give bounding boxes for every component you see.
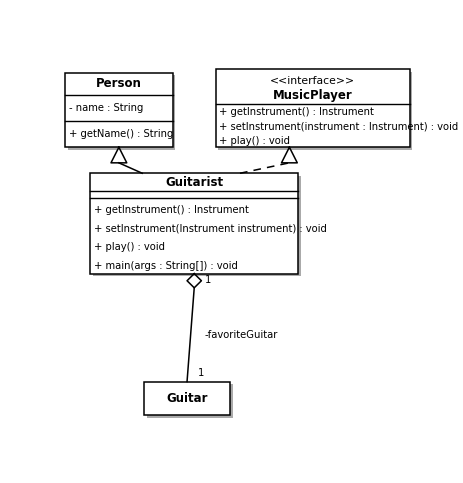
- Bar: [65, 73, 173, 147]
- Bar: [218, 71, 412, 150]
- Text: <<interface>>: <<interface>>: [270, 76, 355, 85]
- Bar: [68, 75, 175, 150]
- Bar: [93, 176, 301, 276]
- Text: + play() : void: + play() : void: [94, 242, 165, 252]
- Text: 1: 1: [198, 368, 204, 378]
- Text: Guitar: Guitar: [166, 392, 208, 405]
- Bar: [144, 382, 230, 415]
- Text: Guitarist: Guitarist: [165, 176, 223, 189]
- Text: + setInstrument(instrument : Instrument) : void: + setInstrument(instrument : Instrument)…: [219, 121, 458, 131]
- Text: -favoriteGuitar: -favoriteGuitar: [205, 330, 278, 340]
- Text: Person: Person: [96, 77, 142, 90]
- Text: + setInstrument(Instrument instrument) : void: + setInstrument(Instrument instrument) :…: [94, 224, 327, 233]
- Bar: [146, 384, 232, 418]
- Text: + getInstrument() : Instrument: + getInstrument() : Instrument: [94, 205, 250, 214]
- Text: 1: 1: [205, 275, 212, 285]
- Text: MusicPlayer: MusicPlayer: [273, 89, 352, 102]
- Text: + main(args : String[]) : void: + main(args : String[]) : void: [94, 261, 238, 271]
- Text: - name : String: - name : String: [69, 103, 143, 113]
- Text: + getName() : String: + getName() : String: [69, 129, 173, 139]
- Bar: [90, 173, 298, 274]
- Bar: [216, 69, 410, 147]
- Text: + getInstrument() : Instrument: + getInstrument() : Instrument: [219, 107, 374, 117]
- Text: + play() : void: + play() : void: [219, 136, 290, 146]
